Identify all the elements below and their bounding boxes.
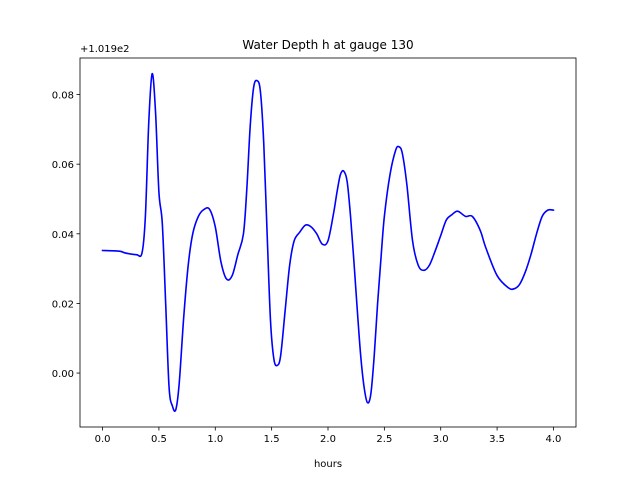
plot-frame bbox=[79, 57, 577, 428]
x-tick-label: 2.0 bbox=[320, 434, 336, 445]
y-tick-label: 0.08 bbox=[52, 91, 74, 102]
x-tick-label: 4.0 bbox=[546, 434, 562, 445]
x-tick-label: 0.5 bbox=[151, 434, 167, 445]
y-axis-ticks: 0.00 0.02 0.04 0.06 0.08 bbox=[52, 91, 80, 380]
x-tick-label: 1.0 bbox=[207, 434, 223, 445]
y-tick-label: 0.00 bbox=[52, 369, 74, 380]
x-tick-label: 3.0 bbox=[433, 434, 449, 445]
x-axis-label: hours bbox=[314, 459, 342, 470]
series-line bbox=[101, 72, 555, 412]
x-tick-label: 1.5 bbox=[264, 434, 280, 445]
y-tick-label: 0.02 bbox=[52, 299, 74, 310]
chart-title: Water Depth h at gauge 130 bbox=[242, 38, 413, 52]
y-tick-label: 0.06 bbox=[52, 160, 74, 171]
x-tick-label: 3.5 bbox=[489, 434, 505, 445]
y-tick-label: 0.04 bbox=[52, 230, 74, 241]
y-axis-offset-label: +1.019e2 bbox=[80, 44, 130, 55]
x-tick-label: 0.0 bbox=[95, 434, 111, 445]
x-tick-label: 2.5 bbox=[376, 434, 392, 445]
series-layer bbox=[101, 72, 555, 412]
x-axis-ticks: 0.0 0.5 1.0 1.5 2.0 2.5 3.0 3.5 4.0 bbox=[95, 427, 562, 445]
